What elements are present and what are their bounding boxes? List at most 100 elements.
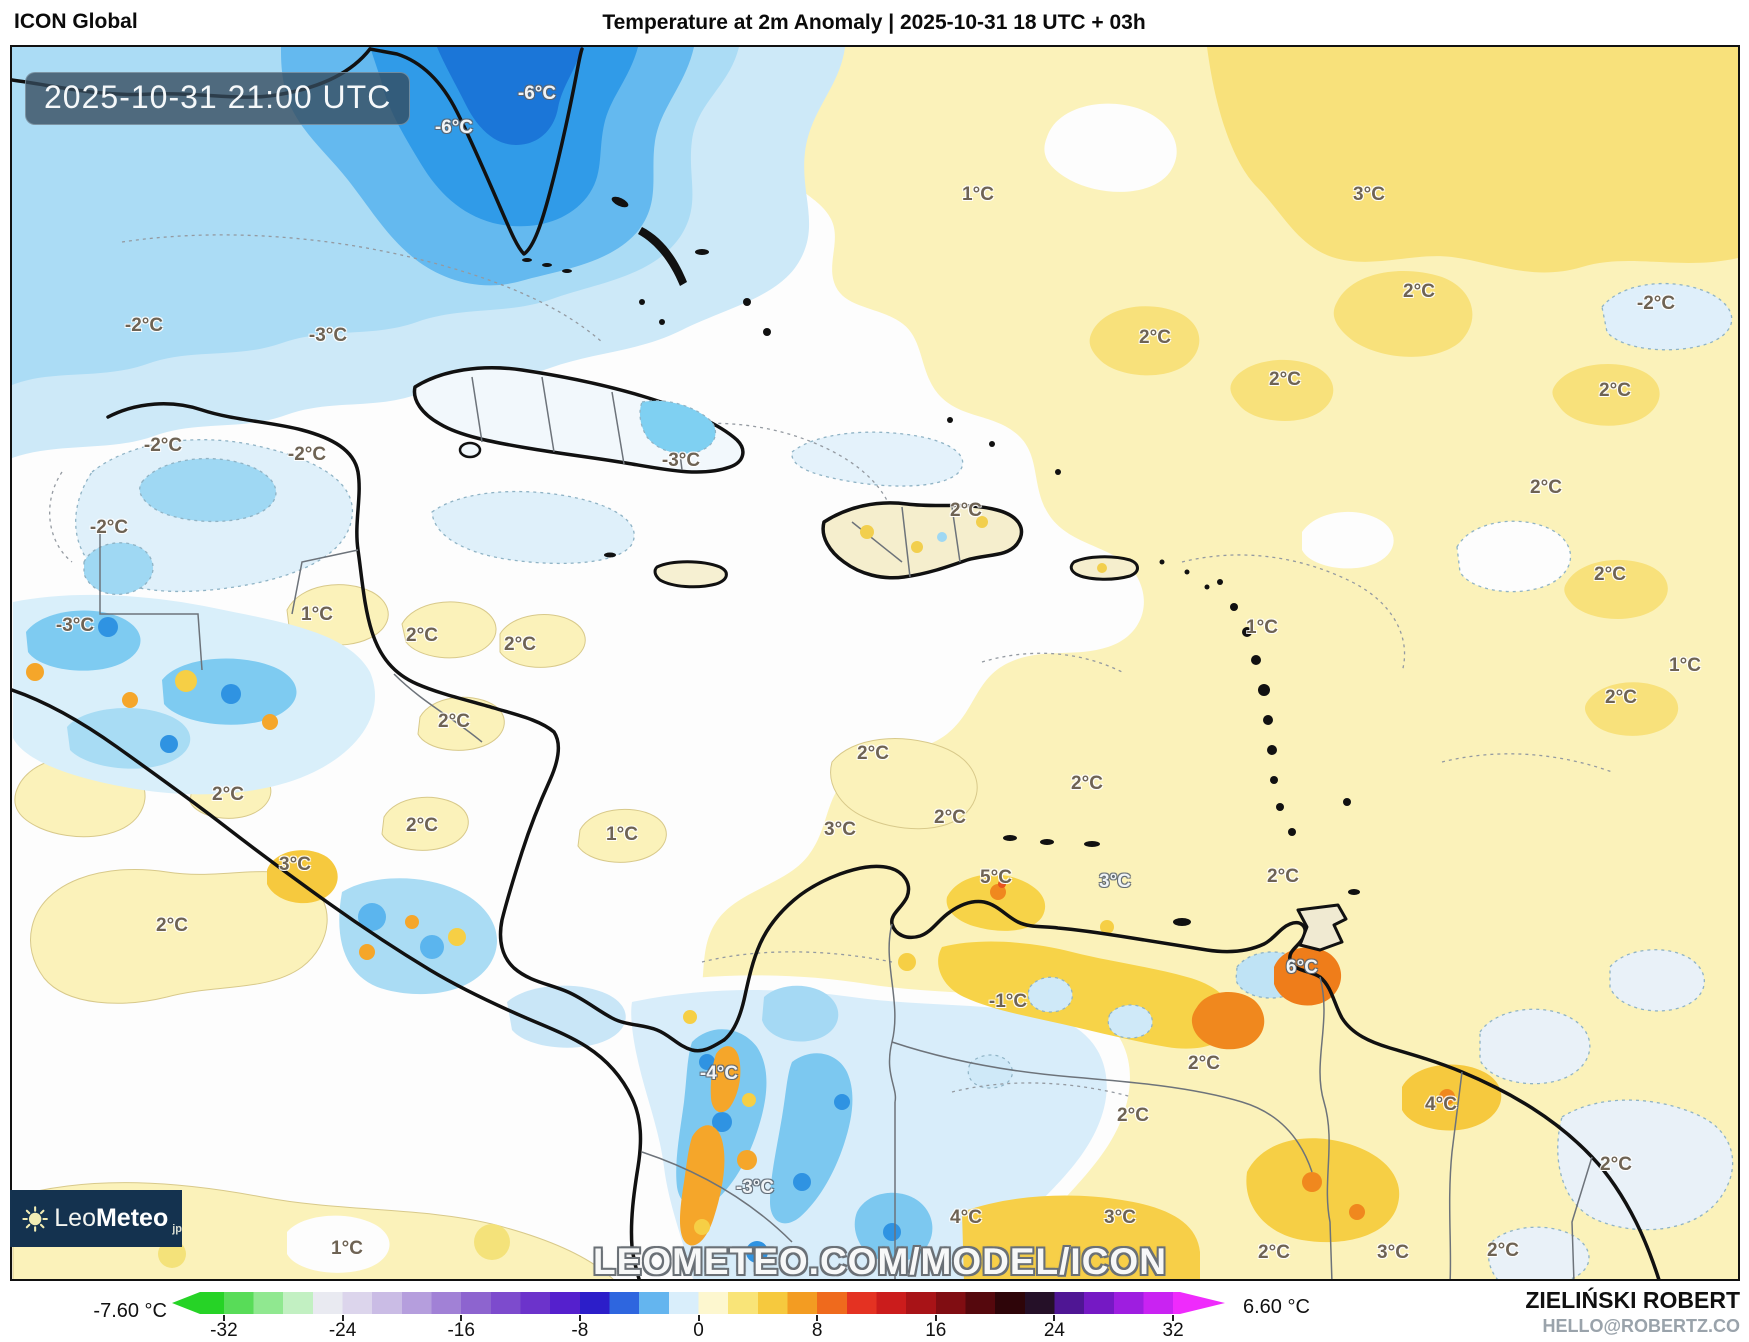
- temp-anomaly-label: 2°C: [1269, 369, 1301, 390]
- map-canvas: [12, 47, 1738, 1279]
- temp-anomaly-label: 3°C: [1377, 1242, 1409, 1263]
- logo-text-regular: Leo: [54, 1204, 96, 1232]
- isla-juventud: [458, 441, 482, 459]
- colorbar-ticks: -32 -24 -16 -8 0 8 16 24 32: [172, 1292, 1225, 1341]
- central-america-noise: [13, 594, 626, 1048]
- colorbar-min-label: -7.60 °C: [93, 1300, 167, 1322]
- temp-anomaly-label: 1°C: [331, 1238, 363, 1259]
- temp-anomaly-label: 2°C: [504, 634, 536, 655]
- temp-anomaly-label: 2°C: [1487, 1240, 1519, 1261]
- island-details: [639, 400, 1107, 573]
- temp-anomaly-label: 3°C: [1104, 1207, 1136, 1228]
- colorbar-tick-mark: [341, 1315, 344, 1321]
- temp-anomaly-label: 2°C: [438, 711, 470, 732]
- temp-anomaly-label: -4°C: [699, 1063, 739, 1084]
- leometeo-logo: Leo Meteo jp: [10, 1190, 182, 1247]
- temp-anomaly-label: -2°C: [287, 444, 327, 465]
- colorbar-tick-mark: [1053, 1315, 1056, 1321]
- colorbar-tick-label: 16: [925, 1320, 947, 1341]
- jamaica-coast: [653, 560, 728, 589]
- author-contact: HELLO@ROBERTZ.CO: [1542, 1316, 1740, 1336]
- temp-anomaly-label: 2°C: [934, 807, 966, 828]
- temp-anomaly-label: 3°C: [1353, 184, 1385, 205]
- colorbar-tick-label: -32: [210, 1320, 238, 1341]
- south-america-north-coast: [722, 864, 1661, 1279]
- temp-anomaly-label: 1°C: [962, 184, 994, 205]
- colorbar-tick-label: -8: [571, 1320, 589, 1341]
- venezuela-noise: [898, 874, 1502, 1279]
- temp-anomaly-label: 2°C: [857, 743, 889, 764]
- colorbar-tick-mark: [697, 1315, 700, 1321]
- yucatan-central-america-coast: [106, 402, 726, 1053]
- temp-anomaly-label: 1°C: [606, 824, 638, 845]
- temp-anomaly-label: -6°C: [517, 83, 557, 104]
- temp-anomaly-label: -6°C: [434, 117, 474, 138]
- temp-anomaly-label: -2°C: [124, 315, 164, 336]
- temp-anomaly-label: -3°C: [308, 325, 348, 346]
- hispaniola-coast: [821, 501, 1024, 580]
- leometeo-sun-icon: [22, 1205, 48, 1232]
- temp-anomaly-label: 1°C: [301, 604, 333, 625]
- logo-text-bold: Meteo: [95, 1204, 169, 1232]
- colorbar-tick-mark: [460, 1315, 463, 1321]
- colorbar-tick-label: -16: [447, 1320, 475, 1341]
- temp-anomaly-label: 6°C: [1286, 957, 1318, 978]
- temp-anomaly-label: 2°C: [1071, 773, 1103, 794]
- temp-anomaly-label: -3°C: [55, 615, 95, 636]
- temp-anomaly-label: 2°C: [950, 500, 982, 521]
- temp-anomaly-label: -3°C: [735, 1177, 775, 1198]
- temp-anomaly-label: 1°C: [1669, 655, 1701, 676]
- temp-anomaly-label: 2°C: [1267, 866, 1299, 887]
- colorbar-tick-mark: [934, 1315, 937, 1321]
- colorbar-tick-mark: [1172, 1315, 1175, 1321]
- logo-text-suffix: jp: [172, 1223, 182, 1235]
- colorbar: [172, 1292, 1225, 1314]
- author-credit: ZIELIŃSKI ROBERT: [1525, 1287, 1740, 1313]
- warm-anomaly-fields: [639, 47, 1738, 1279]
- temp-anomaly-label: 2°C: [212, 784, 244, 805]
- temp-anomaly-label: -2°C: [1636, 293, 1676, 314]
- model-name: ICON Global: [14, 10, 138, 33]
- anomaly-map: [10, 45, 1740, 1281]
- watermark: LEOMETEO.COM/MODEL/ICON: [593, 1241, 1167, 1282]
- temp-anomaly-label: 2°C: [406, 625, 438, 646]
- temp-anomaly-label: 2°C: [1403, 281, 1435, 302]
- page-title: Temperature at 2m Anomaly | 2025-10-31 1…: [602, 11, 1146, 34]
- temp-anomaly-label: 2°C: [156, 915, 188, 936]
- small-islands: [522, 196, 1360, 926]
- temp-anomaly-label: 2°C: [1258, 1242, 1290, 1263]
- temp-anomaly-label: 3°C: [1099, 871, 1131, 892]
- colorbar-tick-label: 8: [811, 1320, 823, 1341]
- temp-anomaly-label: 2°C: [1139, 327, 1171, 348]
- timestamp-badge: 2025-10-31 21:00 UTC: [25, 72, 411, 125]
- warm-patch-details: [158, 850, 510, 1273]
- temp-anomaly-label: -1°C: [988, 991, 1028, 1012]
- trinidad-coast: [1296, 903, 1348, 952]
- temp-anomaly-label: 2°C: [1605, 687, 1637, 708]
- admin-borders: [99, 376, 1593, 1279]
- temp-anomaly-label: 2°C: [1117, 1105, 1149, 1126]
- temp-anomaly-label: 4°C: [950, 1207, 982, 1228]
- temp-anomaly-label: 2°C: [406, 815, 438, 836]
- colorbar-tick-label: -24: [328, 1320, 357, 1341]
- colorbar-tick-label: 32: [1162, 1320, 1184, 1341]
- temp-anomaly-label: 1°C: [1246, 617, 1278, 638]
- temp-anomaly-label: -2°C: [89, 517, 129, 538]
- florida-coast: [368, 47, 584, 256]
- temp-anomaly-label: 2°C: [1599, 380, 1631, 401]
- temp-anomaly-label: 2°C: [1530, 477, 1562, 498]
- temp-anomaly-label: 2°C: [1600, 1154, 1632, 1175]
- temp-anomaly-label: 5°C: [980, 867, 1012, 888]
- temp-anomaly-label: 3°C: [279, 854, 311, 875]
- colorbar-tick-mark: [222, 1315, 225, 1321]
- colorbar-tick-label: 24: [1043, 1320, 1066, 1341]
- pacific-coast: [12, 688, 643, 1279]
- colorbar-tick-mark: [816, 1315, 819, 1321]
- temp-anomaly-label: 2°C: [1188, 1053, 1220, 1074]
- temp-anomaly-label: 4°C: [1425, 1094, 1457, 1115]
- temp-anomaly-label: -3°C: [661, 450, 701, 471]
- colorbar-max-label: 6.60 °C: [1243, 1296, 1310, 1318]
- colorbar-tick-label: 0: [693, 1320, 704, 1341]
- temp-anomaly-label: 3°C: [824, 819, 856, 840]
